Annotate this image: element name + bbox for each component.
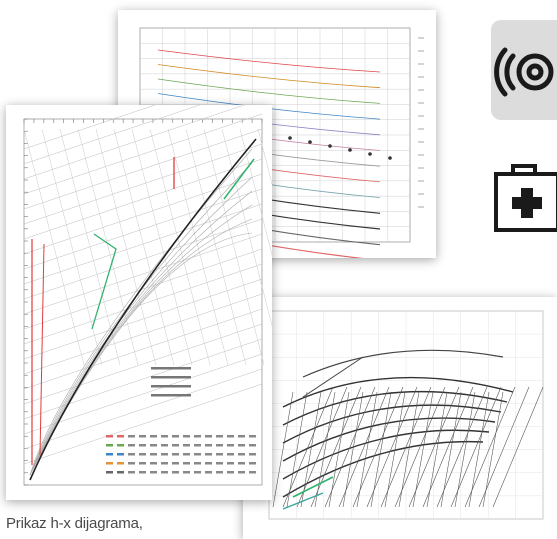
signal-disc-tile[interactable]: [491, 20, 557, 120]
hx-diagram-card[interactable]: [6, 105, 272, 500]
first-aid-kit-tile[interactable]: [491, 158, 557, 238]
chart-card-bottom[interactable]: [243, 297, 557, 539]
signal-disc-icon: [494, 47, 554, 97]
mollier-3d-chart-thumbnail: [243, 297, 557, 539]
hx-diagram-thumbnail: [6, 105, 272, 500]
chart-card-top[interactable]: [118, 10, 436, 258]
first-aid-kit-icon: [494, 164, 557, 232]
caption-text: Prikaz h-x dijagrama,: [6, 515, 143, 532]
